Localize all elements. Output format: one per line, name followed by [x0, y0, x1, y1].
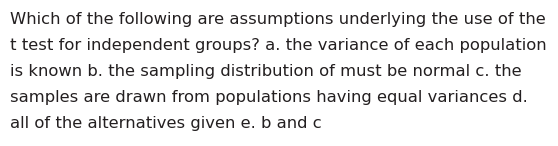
Text: all of the alternatives given e. b and c: all of the alternatives given e. b and c: [10, 116, 322, 131]
Text: t test for independent groups? a. the variance of each population: t test for independent groups? a. the va…: [10, 38, 547, 53]
Text: Which of the following are assumptions underlying the use of the: Which of the following are assumptions u…: [10, 12, 546, 27]
Text: samples are drawn from populations having equal variances d.: samples are drawn from populations havin…: [10, 90, 528, 105]
Text: is known b. the sampling distribution of must be normal c. the: is known b. the sampling distribution of…: [10, 64, 522, 79]
